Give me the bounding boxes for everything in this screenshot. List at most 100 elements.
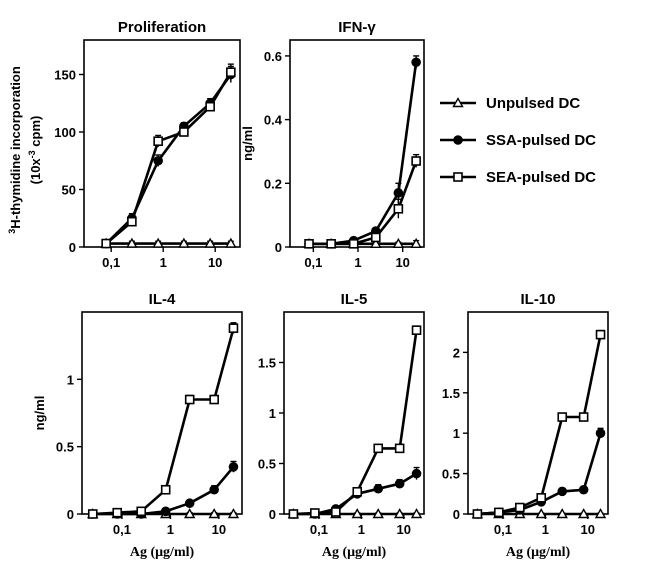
marker-open-square (127, 216, 137, 227)
marker-open-triangle (227, 508, 240, 519)
marker-open-square (205, 101, 215, 112)
marker-open-square (179, 127, 189, 137)
panel-title: IL-10 (520, 291, 555, 308)
marker-filled-circle (228, 462, 239, 472)
x-tick-label: 10 (397, 522, 411, 537)
marker-open-square (411, 156, 421, 166)
panel-title: IL-4 (149, 291, 176, 308)
marker-open-square (557, 412, 568, 422)
x-tick-label: 0,1 (310, 522, 328, 537)
marker-open-square (160, 484, 171, 495)
marker-open-square (136, 506, 147, 517)
marker-open-square (578, 412, 589, 422)
marker-open-square (472, 509, 483, 519)
marker-open-triangle (208, 508, 220, 519)
marker-open-square (348, 239, 359, 249)
series-open-square (304, 153, 421, 249)
marker-filled-circle (411, 57, 421, 68)
series-open-triangle (100, 237, 237, 248)
y-tick-label: 50 (62, 183, 76, 198)
y-tick-label: 0 (69, 240, 76, 255)
legend-item: Unpulsed DC (440, 95, 580, 112)
marker-filled-circle (184, 498, 195, 509)
y-tick-label: 0 (275, 240, 282, 255)
marker-open-triangle (594, 508, 607, 519)
x-axis-label: Ag (μg/ml) (322, 545, 387, 560)
x-tick-label: 0,1 (113, 522, 131, 537)
marker-filled-circle (209, 484, 219, 495)
x-tick-label: 0,1 (494, 522, 512, 537)
series-line (105, 71, 232, 245)
marker-open-square (331, 507, 341, 517)
marker-open-square (393, 203, 404, 214)
marker-open-triangle (183, 508, 196, 519)
x-axis-label: Ag (μg/ml) (506, 545, 571, 560)
x-tick-label: 1 (160, 255, 167, 270)
legend-label: Unpulsed DC (486, 95, 580, 112)
marker-open-triangle (152, 237, 164, 248)
series-open-square (288, 325, 422, 519)
marker-open-triangle (351, 508, 363, 519)
panel-il10: IL-10 0 0.5 1 1.5 2 0,1 1 10 Ag (μg/ml) (442, 291, 609, 560)
marker-open-square (536, 493, 547, 503)
marker-open-triangle (204, 237, 216, 248)
panel-title: Proliferation (118, 19, 206, 36)
y-tick-label: 1 (67, 372, 74, 387)
legend-item: SSA-pulsed DC (440, 132, 596, 149)
x-tick-label: 0,1 (102, 255, 120, 270)
y-tick-label: 150 (54, 68, 76, 83)
y-label-superscript: 3 (7, 229, 17, 234)
y-tick-label: 1 (269, 406, 276, 421)
y-axis-label: ng/ml (240, 126, 255, 161)
y-tick-label: 1.5 (258, 356, 276, 371)
x-tick-label: 10 (581, 522, 595, 537)
y-axis-label: ng/ml (32, 396, 47, 431)
x-tick-label: 10 (395, 255, 409, 270)
marker-filled-circle (453, 135, 463, 145)
x-tick-label: 10 (212, 522, 226, 537)
x-tick-label: 1 (167, 522, 174, 537)
panel-ifn: IFN-γ 0 0.2 0.4 0.6 0,1 1 10 ng/ml (240, 19, 425, 270)
panel-il5: IL-5 0 0.5 1 1.5 0,1 1 10 Ag (μg/ml) (258, 291, 425, 560)
marker-open-square (595, 329, 606, 340)
marker-open-triangle (372, 508, 384, 519)
x-tick-label: 1 (542, 522, 549, 537)
y-tick-label: 0.5 (258, 457, 276, 472)
marker-open-triangle (556, 508, 568, 519)
marker-open-triangle (577, 508, 590, 519)
marker-open-square (209, 394, 219, 405)
marker-open-square (304, 239, 314, 249)
y-tick-label: 0.5 (56, 440, 74, 455)
marker-open-triangle (370, 237, 382, 249)
marker-filled-circle (411, 468, 422, 479)
marker-open-square (112, 507, 123, 518)
x-tick-label: 0,1 (304, 255, 322, 270)
marker-filled-circle (595, 428, 606, 438)
marker-open-triangle (392, 237, 405, 249)
panel-title: IFN-γ (338, 19, 376, 36)
marker-filled-circle (160, 506, 171, 517)
y-tick-label: 2 (453, 345, 460, 360)
y-tick-label: 0 (453, 507, 460, 522)
series-filled-circle (472, 427, 606, 519)
marker-open-square (184, 394, 195, 405)
legend-label: SSA-pulsed DC (486, 132, 596, 149)
marker-filled-circle (557, 486, 568, 497)
panel-proliferation: Proliferation 0 50 100 150 0,1 1 10 (54, 19, 241, 270)
marker-filled-circle (373, 483, 384, 494)
y-tick-label: 0.2 (264, 176, 282, 191)
y-tick-label: 0.5 (442, 467, 460, 482)
marker-open-square (310, 508, 320, 518)
series-open-square (472, 329, 606, 519)
y-tick-label: 0.6 (264, 49, 282, 64)
svg-text:3H-thymidine incorporation: 3H-thymidine incorporation (7, 66, 23, 234)
marker-open-square (453, 172, 463, 182)
x-tick-label: 1 (358, 522, 365, 537)
marker-open-square (373, 443, 384, 454)
marker-open-triangle (126, 237, 138, 248)
y-label-main: H-thymidine incorporation (8, 66, 23, 229)
marker-open-triangle (452, 97, 464, 108)
marker-open-triangle (393, 508, 406, 519)
marker-open-square (370, 232, 381, 243)
